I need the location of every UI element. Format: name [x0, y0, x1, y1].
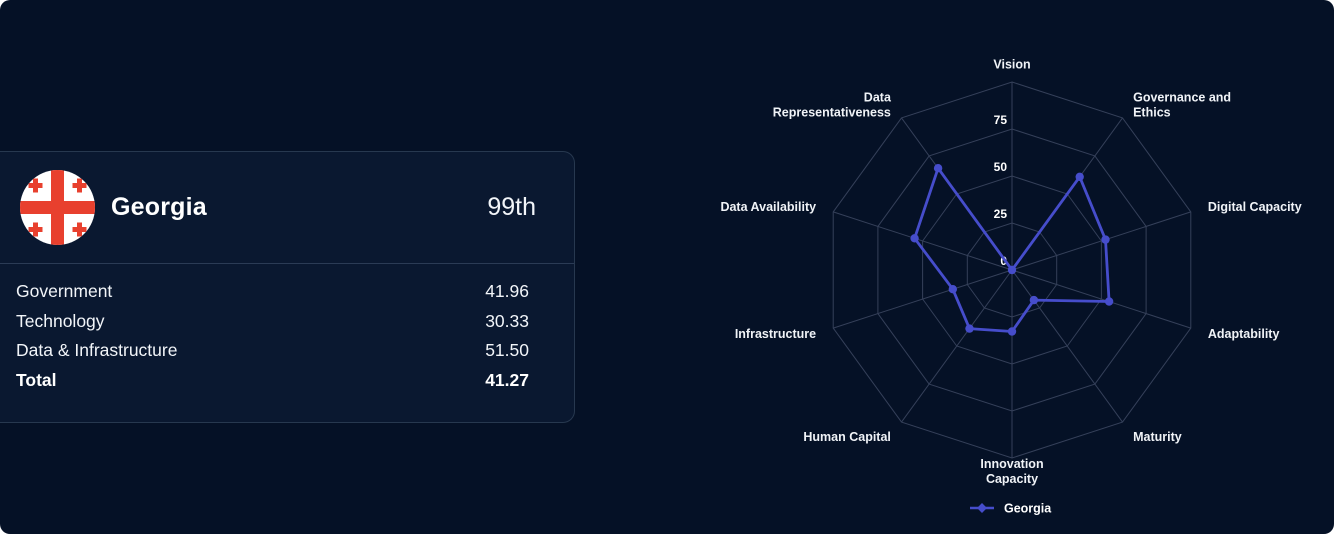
- axis-label-digital-capacity: Digital Capacity: [1208, 200, 1302, 214]
- score-value: 51.50: [485, 340, 529, 361]
- data-point-adaptability: [1104, 297, 1114, 306]
- country-card-header: Georgia 99th: [0, 152, 574, 263]
- country-rank: 99th: [487, 193, 536, 221]
- data-point-innovation-capacity: [1007, 327, 1017, 336]
- score-label: Technology: [16, 310, 105, 331]
- legend-marker-icon: [977, 503, 987, 513]
- score-label: Total: [16, 370, 57, 391]
- radial-tick-labels: 0 25 50 75: [994, 113, 1008, 268]
- score-value: 30.33: [485, 310, 529, 331]
- radial-tick-75: 75: [994, 113, 1008, 127]
- radial-tick-50: 50: [994, 160, 1008, 174]
- radial-tick-25: 25: [994, 207, 1008, 221]
- data-point-infrastructure: [948, 285, 957, 294]
- legend-label: Georgia: [1004, 502, 1052, 516]
- axis-label-human-capital: Human Capital: [803, 430, 891, 444]
- score-label: Data & Infrastructure: [16, 340, 178, 361]
- score-value: 41.27: [485, 370, 529, 391]
- georgia-flag-icon: [20, 170, 95, 245]
- data-point-maturity: [1029, 295, 1039, 305]
- score-label: Government: [16, 281, 113, 302]
- data-point-governance-and-ethics: [1075, 172, 1084, 181]
- axis-label-data-representativeness: Data Representativeness: [773, 90, 892, 119]
- country-name: Georgia: [111, 193, 207, 221]
- axis-label-adaptability: Adaptability: [1208, 327, 1280, 341]
- axis-label-governance-and-ethics: Governance and Ethics: [1133, 90, 1231, 119]
- score-table: Government 41.96 Technology 30.33 Data & Inf…: [0, 263, 574, 395]
- data-point-data-representativeness: [933, 164, 943, 173]
- country-card: Georgia 99th Government 41.96 Technology 30…: [0, 151, 575, 423]
- data-point-data-availability: [910, 234, 919, 243]
- data-point-digital-capacity: [1101, 235, 1110, 244]
- radial-tick-0: 0: [1000, 254, 1007, 268]
- series-georgia: [910, 164, 1114, 336]
- score-row: Technology 30.33: [16, 307, 529, 337]
- score-row: Data & Infrastructure 51.50: [16, 336, 529, 366]
- axis-label-vision: Vision: [993, 58, 1030, 72]
- axis-label-infrastructure: Infrastructure: [735, 327, 816, 341]
- score-row: Government 41.96: [16, 277, 529, 307]
- axis-label-innovation-capacity: Innovation Capacity: [980, 457, 1043, 486]
- axis-label-data-availability: Data Availability: [720, 200, 816, 214]
- axis-labels: Vision Governance and Ethics Digital Capaci…: [720, 58, 1301, 487]
- radar-grid: [832, 81, 1192, 459]
- data-point-human-capital: [965, 324, 974, 333]
- score-row: Total 41.27: [16, 366, 529, 396]
- legend-item-georgia[interactable]: Georgia: [970, 502, 1052, 516]
- score-value: 41.96: [485, 281, 529, 302]
- data-point-vision: [1007, 265, 1017, 275]
- axis-label-maturity: Maturity: [1133, 430, 1182, 444]
